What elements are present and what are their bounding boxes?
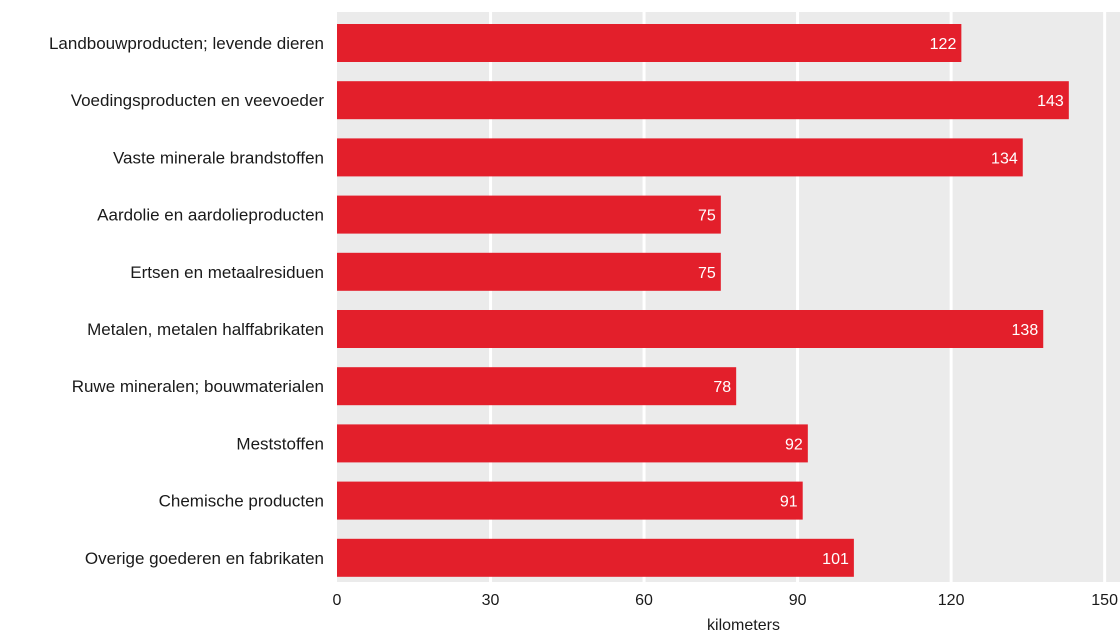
x-tick-label: 120 [938, 592, 965, 609]
category-label: Landbouwproducten; levende dieren [49, 34, 324, 53]
x-axis-title: kilometers [707, 617, 780, 634]
x-tick-label: 90 [789, 592, 807, 609]
category-label: Overige goederen en fabrikaten [85, 549, 324, 568]
bar [337, 24, 962, 62]
bar-value-label: 101 [822, 551, 849, 568]
category-label: Meststoffen [236, 434, 324, 453]
bar-value-label: 75 [698, 208, 716, 225]
category-label: Vaste minerale brandstoffen [113, 148, 324, 167]
bar [337, 252, 721, 291]
category-label: Ertsen en metaalresiduen [130, 263, 324, 282]
x-tick-labels: 0 30 60 90 120 150 [333, 592, 1119, 609]
category-label: Metalen, metalen halffabrikaten [87, 320, 324, 339]
bar [337, 81, 1069, 120]
category-label: Aardolie en aardolieproducten [97, 206, 324, 225]
bar [337, 481, 803, 520]
bar [337, 310, 1044, 348]
bar-value-label: 75 [698, 265, 716, 282]
bar-value-label: 78 [713, 379, 731, 396]
category-label: Chemische producten [159, 492, 324, 511]
x-tick-label: 60 [635, 592, 653, 609]
category-label: Voedingsproducten en veevoeder [71, 91, 325, 110]
bar-value-label: 143 [1037, 93, 1064, 110]
bar [337, 424, 808, 463]
bar [337, 367, 737, 406]
bar-value-label: 122 [930, 36, 957, 53]
bar [337, 195, 721, 234]
bar [337, 138, 1023, 177]
bars: 122 143 134 75 75 138 78 92 91 101 [337, 24, 1069, 577]
bar-value-label: 138 [1012, 322, 1039, 339]
bar-value-label: 91 [780, 494, 798, 511]
bar-value-label: 92 [785, 436, 803, 453]
category-labels: Landbouwproducten; levende dieren Voeding… [49, 34, 324, 568]
x-tick-label: 30 [482, 592, 500, 609]
bar [337, 538, 854, 577]
bar-value-label: 134 [991, 150, 1018, 167]
x-tick-label: 0 [333, 592, 342, 609]
category-label: Ruwe mineralen; bouwmaterialen [72, 377, 324, 396]
x-tick-label: 150 [1091, 592, 1118, 609]
